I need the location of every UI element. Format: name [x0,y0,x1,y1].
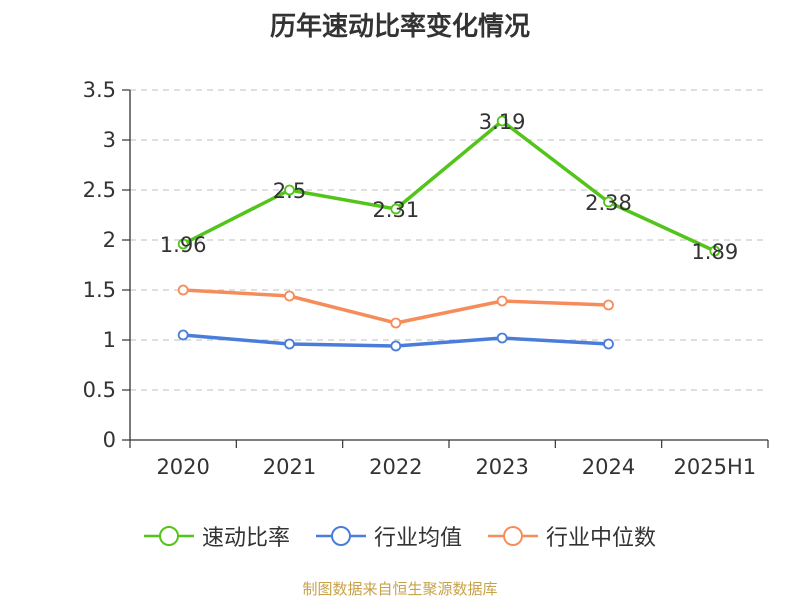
legend-swatch-icon [488,526,538,546]
data-point [496,115,508,127]
data-label: 2.5 [273,179,306,203]
data-label: 2.38 [585,191,632,215]
y-tick-label: 1.5 [83,278,116,302]
y-tick-label: 2.5 [83,178,116,202]
data-point [284,338,295,350]
y-tick-label: 0 [103,428,116,452]
data-label: 3.19 [479,110,526,134]
data-point [496,332,508,344]
data-point [284,184,295,196]
data-point [390,203,402,215]
legend-item-industry-median[interactable]: 行业中位数 [488,520,656,552]
x-tick-label: 2020 [156,455,209,479]
x-tick-label: 2022 [369,455,422,479]
data-point [177,238,189,250]
data-point [603,196,614,208]
x-tick-label: 2025H1 [674,455,757,479]
y-tick-label: 3.5 [83,78,116,102]
series-line [182,119,716,253]
y-tick-label: 2 [103,228,116,252]
data-point [603,338,614,350]
legend-swatch-icon [315,526,366,546]
data-point [496,295,508,307]
y-tick-label: 3 [103,128,116,152]
x-tick-label: 2023 [475,455,528,479]
data-label: 1.89 [691,240,738,264]
legend-label: 行业均值 [373,526,462,551]
data-point [284,290,295,302]
chart-title: 历年速动比率变化情况 [269,12,530,42]
data-point [709,245,721,257]
legend-item-industry-average[interactable]: 行业均值 [315,520,462,552]
legend-item-speed-ratio[interactable]: 速动比率 [143,520,290,552]
legend-swatch-icon [143,526,194,546]
legend: 速动比率 行业均值 行业中位数 [0,520,800,552]
legend-label: 行业中位数 [546,526,657,551]
x-tick-label: 2024 [582,455,635,479]
y-tick-label: 1 [103,328,116,352]
data-label: 1.96 [160,233,207,257]
data-source-note: 制图数据来自恒生聚源数据库 [302,580,498,598]
legend-label: 速动比率 [201,526,290,551]
data-point [603,299,614,311]
data-label: 2.31 [372,198,419,222]
data-point [177,329,189,341]
data-point [390,317,402,329]
data-point [390,340,402,352]
data-point [177,284,189,296]
x-tick-label: 2021 [263,455,316,479]
y-tick-label: 0.5 [83,378,116,402]
